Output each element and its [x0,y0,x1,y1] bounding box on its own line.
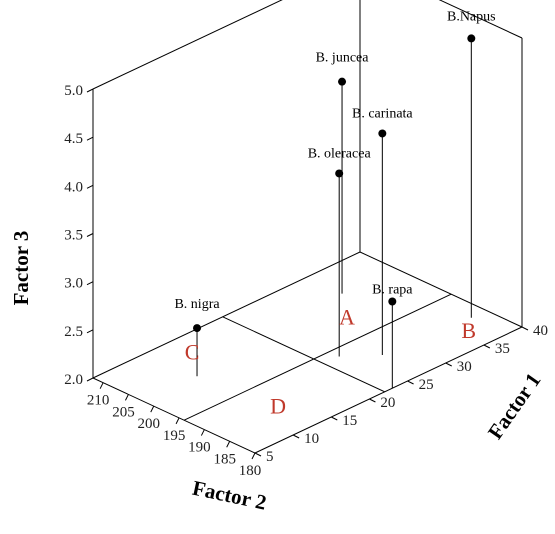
x-tick-label: 180 [239,463,262,479]
z-tick [86,136,94,141]
point-label: B. juncea [316,51,370,66]
ylabel: Factor 1 [483,368,546,443]
y-tick-label: 10 [304,431,319,447]
data-point [378,129,387,138]
zlabel: Factor 3 [9,231,33,306]
y-tick-label: 40 [533,323,548,339]
z-tick [86,88,94,93]
point-label: B. oleracea [308,146,372,161]
x-tick-label: 195 [163,428,186,444]
xlabel: Factor 2 [190,476,268,515]
x-tick [99,382,104,389]
y-tick-label: 15 [342,413,357,429]
y-tick-label: 25 [419,377,434,393]
axis-box [92,0,523,454]
floor-edge-back [359,251,523,328]
quadrant-label-d: D [270,394,286,419]
data-point [335,169,344,178]
wall-top-right [438,0,523,39]
data-point [338,77,347,86]
x-tick-label: 190 [188,440,211,456]
z-tick-label: 4.0 [64,179,83,195]
x-tick-label: 205 [112,404,135,420]
quadrant-label-b: B [461,318,476,343]
quadrant-label-a: A [339,304,355,329]
y-tick [483,344,491,349]
y-tick [331,416,338,421]
y-tick [407,380,414,385]
data-point [193,324,202,333]
y-tick [521,326,529,331]
z-tick [86,329,94,334]
point-stems [196,38,472,389]
z-tick-label: 4.5 [64,131,83,147]
quadrant-lines [183,293,452,421]
z-tick [86,233,94,237]
z-tick-label: 2.0 [64,372,83,388]
y-tick [292,434,300,439]
z-tick [86,281,94,286]
floor-edge-left [92,251,361,379]
y-tick-label: 5 [266,449,274,465]
y-tick [254,452,262,457]
x-tick [251,452,256,460]
y-tick [369,398,376,403]
text-labels: A B C D B.Napus B. carinata B. oleracea B. junc… [174,9,495,418]
z-tick-label: 5.0 [64,83,83,99]
x-tick-label: 185 [213,451,236,467]
quadrant-divider-factor2 [183,293,452,421]
z-tick-label: 3.5 [64,228,83,244]
point-label: B.Napus [447,9,496,24]
x-tick [200,429,205,436]
x-tick-label: 210 [87,393,110,409]
x-tick [124,394,129,401]
z-tick [86,184,94,189]
z-tick-label: 3.0 [64,276,83,292]
data-points [193,34,476,333]
x-tick [175,417,180,425]
z-tick [86,377,94,382]
data-point [388,297,397,306]
point-label: B. rapa [372,283,413,298]
z-tick-label: 2.5 [64,324,83,340]
wall-top-left [92,0,283,90]
y-tick-label: 20 [380,395,395,411]
point-label: B. carinata [352,106,413,121]
y-tick [445,362,452,367]
y-tick-label: 30 [457,359,472,375]
floor-edge-front [92,377,256,454]
quadrant-divider-factor1 [222,316,385,393]
point-label: B. nigra [174,297,220,312]
x-tick [150,405,155,413]
y-tick-label: 35 [495,341,510,357]
quadrant-label-c: C [185,340,200,365]
x-tick [226,441,231,448]
data-point [467,34,476,43]
floor-edge-right [254,326,523,454]
x-tick-label: 200 [138,416,161,432]
axis-ticks: 2.02.53.03.54.04.55.01801851901952002052… [64,83,548,479]
